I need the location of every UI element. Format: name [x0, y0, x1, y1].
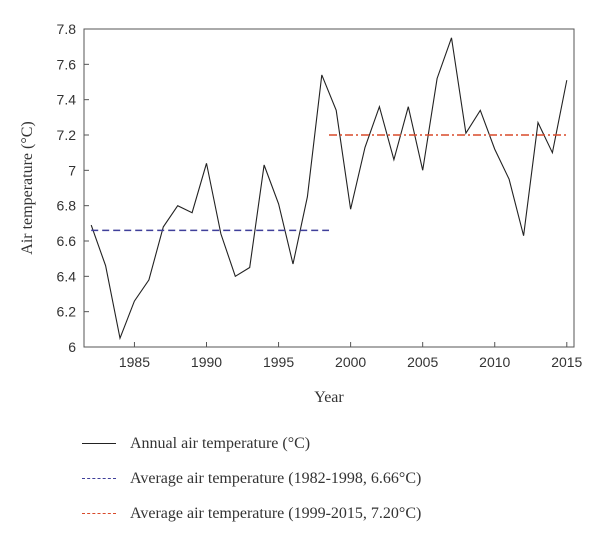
legend-swatch-annual — [82, 443, 116, 444]
legend-label-average-1982-1998: Average air temperature (1982-1998, 6.66… — [130, 469, 422, 487]
y-tick-label: 7 — [68, 162, 76, 178]
line-chart: 6 6.2 6.4 6.6 6.8 7 7.2 7.4 7.6 7.8 1985 1990 1995 2… — [19, 21, 583, 406]
y-tick-label: 7.8 — [57, 21, 77, 37]
legend-item-average-1999-2015: Average air temperature (1999-2015, 7.20… — [82, 496, 421, 531]
x-axis-title: Year — [314, 389, 344, 406]
y-tick-label: 6.4 — [57, 268, 77, 284]
x-tick-label: 2005 — [407, 354, 438, 370]
y-axis-title: Air temperature (°C) — [19, 121, 36, 254]
x-tick-label: 1995 — [263, 354, 294, 370]
y-tick-label: 6.6 — [57, 233, 77, 249]
legend-swatch-average-1999-2015 — [82, 513, 116, 514]
legend-item-annual: Annual air temperature (°C) — [82, 426, 421, 461]
annual-temperature-line — [90, 37, 568, 341]
x-tick-label: 2015 — [551, 354, 582, 370]
y-tick-label: 7.2 — [57, 127, 77, 143]
y-tick-label: 7.6 — [57, 56, 77, 72]
legend-label-annual: Annual air temperature (°C) — [130, 434, 311, 452]
legend-swatch-average-1982-1998 — [82, 478, 116, 479]
legend-label-average-1999-2015: Average air temperature (1999-2015, 7.20… — [130, 504, 422, 522]
x-tick-label: 1990 — [191, 354, 222, 370]
y-tick-label: 6.2 — [57, 304, 77, 320]
y-tick-label: 7.4 — [57, 92, 77, 108]
x-tick-label: 2010 — [479, 354, 510, 370]
legend-item-average-1982-1998: Average air temperature (1982-1998, 6.66… — [82, 461, 421, 496]
y-tick-label: 6 — [68, 339, 76, 355]
y-tick-label: 6.8 — [57, 198, 77, 214]
legend: Annual air temperature (°C) Average air … — [82, 426, 421, 531]
x-tick-label: 2000 — [335, 354, 366, 370]
plot-area-frame — [83, 28, 575, 348]
x-tick-label: 1985 — [119, 354, 150, 370]
